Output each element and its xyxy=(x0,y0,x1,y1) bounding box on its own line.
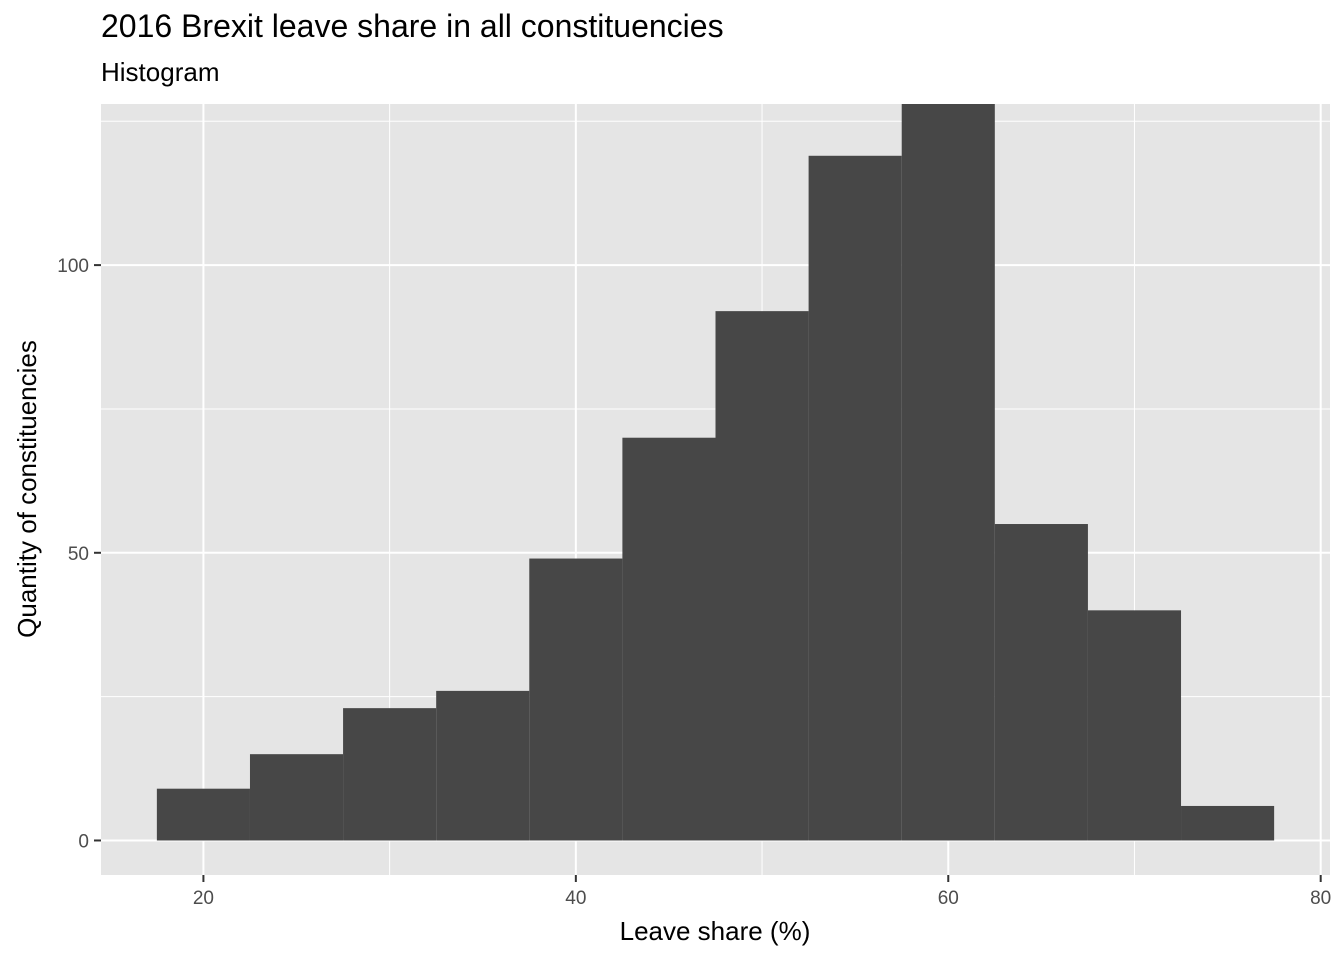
histogram-bar xyxy=(436,690,530,841)
y-axis-title: Quantity of constituencies xyxy=(12,340,42,638)
x-tick-label: 80 xyxy=(1310,888,1331,909)
y-tick-label: 100 xyxy=(57,256,89,277)
chart-subtitle: Histogram xyxy=(101,57,220,87)
histogram-bars xyxy=(156,104,1275,841)
histogram-bar xyxy=(808,155,902,841)
histogram-bar xyxy=(156,788,250,841)
y-tick-label: 50 xyxy=(68,544,89,565)
x-tick-label: 40 xyxy=(565,888,586,909)
y-axis: 0 50 100 xyxy=(57,256,101,852)
histogram-bar xyxy=(622,437,716,841)
histogram-bar xyxy=(529,558,623,841)
histogram-bar xyxy=(249,754,344,841)
x-tick-label: 20 xyxy=(193,888,214,909)
x-tick-label: 60 xyxy=(938,888,959,909)
histogram-bar xyxy=(1181,805,1275,841)
histogram-bar xyxy=(901,104,995,841)
y-tick-label: 0 xyxy=(78,831,89,852)
histogram-bar xyxy=(994,524,1088,841)
x-axis: 20 40 60 80 xyxy=(193,875,1331,909)
chart-title: 2016 Brexit leave share in all constitue… xyxy=(101,8,724,44)
histogram-bar xyxy=(1087,610,1182,841)
histogram-bar xyxy=(715,311,809,841)
histogram-bar xyxy=(343,708,437,841)
x-axis-title: Leave share (%) xyxy=(620,916,811,946)
